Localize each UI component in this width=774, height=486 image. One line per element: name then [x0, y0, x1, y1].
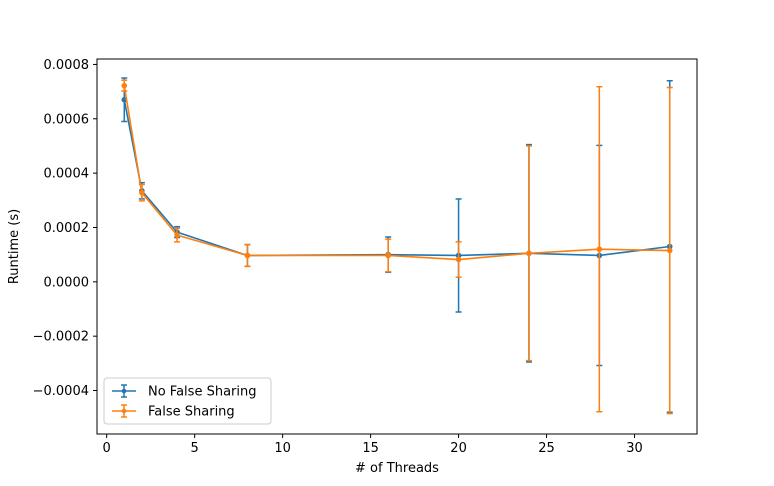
y-tick-label: 0.0006	[44, 112, 90, 127]
series-false-sharing	[121, 79, 673, 415]
legend-box	[103, 377, 272, 425]
x-tick-label: 15	[362, 441, 379, 456]
y-tick-label: −0.0004	[33, 384, 89, 399]
data-point	[526, 250, 532, 257]
y-tick-label: 0.0002	[44, 221, 90, 236]
x-tick-label: 20	[450, 441, 467, 456]
y-tick-label: 0.0008	[44, 58, 90, 73]
y-tick-label: 0.0000	[44, 275, 90, 290]
x-tick-label: 10	[274, 441, 291, 456]
y-tick-label: −0.0002	[33, 330, 89, 345]
data-point	[385, 252, 392, 259]
x-tick-label: 30	[626, 441, 643, 456]
series-layer	[121, 77, 673, 415]
data-point	[455, 256, 462, 263]
data-point	[174, 232, 180, 238]
data-point	[121, 82, 128, 89]
y-tick-label: 0.0004	[44, 167, 90, 182]
data-point	[139, 189, 145, 196]
x-tick-label: 0	[103, 441, 111, 456]
data-point	[244, 252, 251, 259]
x-tick-label: 25	[538, 441, 555, 456]
legend-marker	[121, 388, 127, 394]
tick-labels: 0 5 10 15 20 25 30 −0.0004 −0.0002 0.0000 0.0002 0.…	[33, 58, 643, 456]
legend: No False Sharing False Sharing	[103, 377, 272, 425]
legend-marker	[121, 408, 127, 414]
data-point	[666, 247, 673, 254]
y-axis-label: Runtime (s)	[7, 209, 22, 284]
legend-label: False Sharing	[148, 405, 235, 420]
plot-frame	[96, 58, 698, 435]
legend-label: No False Sharing	[148, 385, 256, 400]
x-axis-label: # of Threads	[355, 461, 439, 476]
x-tick-label: 5	[191, 441, 199, 456]
tick-marks	[93, 63, 636, 438]
data-point	[596, 246, 603, 253]
